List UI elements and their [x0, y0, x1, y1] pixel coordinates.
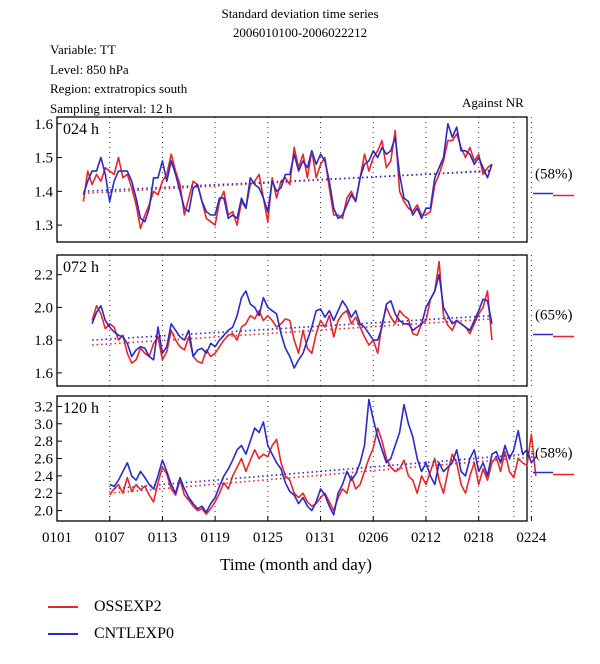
sampling-label: Sampling interval: 12 h [50, 100, 173, 116]
region-label: Region: extratropics south [50, 81, 188, 96]
series-line-ossexp2 [82, 129, 493, 230]
legend-label-cntlexp0: CNTLEXP0 [94, 625, 174, 642]
trend-line-cntlexp0 [83, 170, 492, 193]
legend-item-ossexp2: OSSEXP2 [48, 598, 162, 616]
chart-title: Standard deviation time series [221, 6, 379, 21]
series-line-ossexp2 [109, 427, 537, 515]
variable-label: Variable: TT [50, 42, 116, 57]
panel-label: 024 h [63, 121, 99, 138]
legend-item-cntlexp0: CNTLEXP0 [48, 625, 174, 643]
y-tick-label: 1.6 [34, 117, 53, 133]
y-tick-label: 2.6 [34, 452, 53, 468]
level-label: Level: 850 hPa [50, 61, 129, 77]
x-tick-label: 0224 [516, 530, 547, 546]
series-line-ossexp2 [91, 260, 493, 364]
panel-label: 120 h [63, 400, 99, 417]
percent-label: (65%) [535, 308, 573, 324]
trend-line-cntlexp0 [92, 314, 492, 341]
panel-label: 072 h [63, 259, 99, 276]
y-tick-label: 2.0 [34, 300, 53, 316]
trend-line-cntlexp0 [109, 452, 536, 490]
legend-swatch-cntlexp0 [48, 633, 78, 635]
y-tick-label: 2.4 [34, 469, 53, 485]
x-tick-label: 0212 [411, 530, 441, 546]
y-tick-label: 2.2 [34, 486, 53, 502]
against-label: Against NR [462, 95, 524, 110]
panel-frame [56, 395, 528, 522]
x-axis-label: Time (month and day) [220, 555, 372, 574]
y-tick-label: 2.0 [34, 504, 53, 520]
date-range: 2006010100-2006022212 [232, 25, 368, 40]
panel-frame [56, 254, 528, 387]
x-tick-label: 0131 [306, 530, 336, 546]
y-tick-label: 3.2 [34, 399, 53, 415]
series-line-cntlexp0 [109, 398, 537, 516]
x-tick-label: 0125 [253, 530, 283, 546]
x-tick-label: 0107 [95, 530, 126, 546]
metadata-block: Variable: TT Level: 850 hPa Region: extr… [50, 40, 187, 118]
y-tick-label: 1.8 [34, 333, 53, 349]
trend-line-ossexp2 [109, 455, 536, 495]
y-tick-label: 1.4 [34, 184, 53, 200]
y-tick-label: 1.3 [34, 218, 53, 234]
series-line-cntlexp0 [82, 123, 493, 223]
y-tick-label: 2.2 [34, 268, 53, 284]
x-tick-label: 0101 [42, 530, 72, 546]
y-tick-label: 1.5 [34, 151, 53, 167]
x-tick-label: 0218 [464, 530, 494, 546]
trend-line-ossexp2 [92, 318, 492, 346]
legend-label-ossexp2: OSSEXP2 [94, 598, 162, 615]
x-tick-label: 0113 [148, 530, 177, 546]
legend-swatch-ossexp2 [48, 606, 78, 608]
y-tick-label: 1.6 [34, 366, 53, 382]
series-line-cntlexp0 [91, 273, 493, 369]
y-tick-label: 3.0 [34, 417, 53, 433]
x-tick-label: 0119 [200, 530, 229, 546]
panel-frame [56, 116, 528, 243]
x-tick-label: 0206 [358, 530, 389, 546]
y-tick-label: 2.8 [34, 434, 53, 450]
percent-label: (58%) [535, 167, 573, 183]
percent-label: (58%) [535, 446, 573, 462]
